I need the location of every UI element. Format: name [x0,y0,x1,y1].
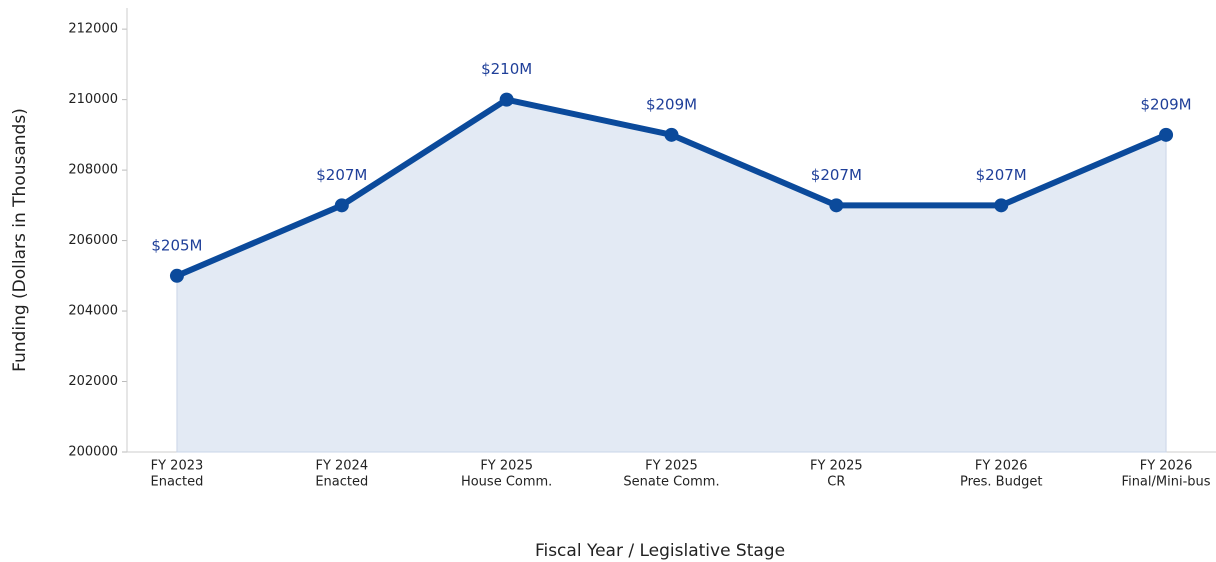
value-label: $205M [151,236,202,254]
x-tick-label: FY 2026 [975,459,1028,474]
x-tick-label: FY 2024 [315,459,368,474]
x-axis-label: Fiscal Year / Legislative Stage [535,541,785,561]
x-tick-label: CR [827,475,845,490]
y-tick-label: 200000 [68,445,118,460]
marker [169,268,184,283]
x-tick-label: FY 2025 [480,459,533,474]
y-tick-label: 204000 [68,304,118,319]
marker [994,198,1009,213]
x-tick-label: FY 2025 [645,459,698,474]
marker [1159,127,1174,142]
y-tick-label: 202000 [68,374,118,389]
x-tick-label: FY 2026 [1140,459,1193,474]
value-label: $207M [976,166,1027,184]
area [176,99,1167,453]
value-label: $207M [316,166,367,184]
y-tick-label: 212000 [68,22,118,37]
x-tick-label: Enacted [315,475,368,490]
x-tick-label: Pres. Budget [960,475,1042,490]
marker [829,198,844,213]
y-tick-label: 210000 [68,92,118,107]
value-label: $209M [1140,95,1191,113]
x-tick-label: FY 2023 [151,459,204,474]
x-tick-label: Senate Comm. [623,475,719,490]
value-label: $207M [811,166,862,184]
y-tick-label: 206000 [68,233,118,248]
x-tick-label: House Comm. [461,475,552,490]
y-tick-label: 208000 [68,163,118,178]
marker [664,127,679,142]
y-axis-label: Funding (Dollars in Thousands) [10,108,30,372]
value-label: $209M [646,95,697,113]
marker [334,198,349,213]
marker [499,92,514,107]
value-label: $210M [481,60,532,78]
x-tick-label: FY 2025 [810,459,863,474]
x-tick-label: Enacted [150,475,203,490]
x-tick-label: Final/Mini-bus [1122,475,1211,490]
